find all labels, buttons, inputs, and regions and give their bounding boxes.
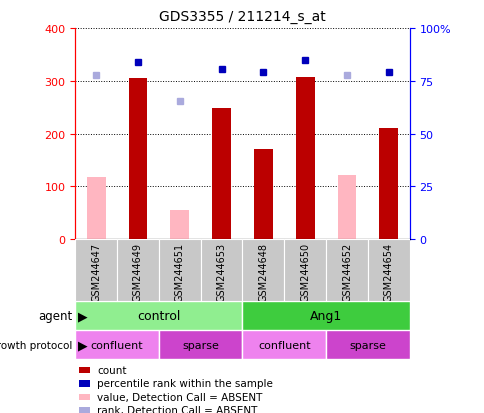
- Bar: [78, 367, 90, 373]
- Bar: [170, 211, 189, 240]
- Bar: [212, 109, 230, 240]
- Bar: [158, 330, 242, 359]
- Text: Ang1: Ang1: [309, 309, 342, 323]
- Text: GSM244652: GSM244652: [341, 243, 351, 302]
- Text: ▶: ▶: [77, 309, 87, 323]
- Bar: [325, 330, 409, 359]
- Text: GSM244653: GSM244653: [216, 243, 226, 301]
- Bar: [295, 77, 314, 240]
- Bar: [242, 301, 409, 330]
- Text: GSM244648: GSM244648: [258, 243, 268, 301]
- Bar: [367, 240, 409, 301]
- Bar: [158, 240, 200, 301]
- Bar: [117, 240, 158, 301]
- Text: count: count: [97, 365, 126, 375]
- Bar: [378, 129, 397, 240]
- Bar: [78, 380, 90, 387]
- Bar: [87, 178, 106, 240]
- Text: growth protocol: growth protocol: [0, 340, 73, 350]
- Text: control: control: [137, 309, 180, 323]
- Text: confluent: confluent: [257, 340, 310, 350]
- Text: GSM244649: GSM244649: [133, 243, 143, 301]
- Bar: [75, 330, 158, 359]
- Bar: [78, 394, 90, 400]
- Text: GDS3355 / 211214_s_at: GDS3355 / 211214_s_at: [159, 10, 325, 24]
- Text: agent: agent: [38, 309, 73, 323]
- Bar: [337, 175, 356, 240]
- Text: percentile rank within the sample: percentile rank within the sample: [97, 378, 272, 389]
- Bar: [284, 240, 325, 301]
- Text: ▶: ▶: [77, 338, 87, 351]
- Bar: [254, 150, 272, 240]
- Bar: [78, 407, 90, 413]
- Bar: [242, 330, 325, 359]
- Text: GSM244647: GSM244647: [91, 243, 101, 301]
- Bar: [325, 240, 367, 301]
- Bar: [128, 79, 147, 240]
- Text: GSM244651: GSM244651: [174, 243, 184, 301]
- Text: sparse: sparse: [182, 340, 219, 350]
- Bar: [200, 240, 242, 301]
- Text: sparse: sparse: [349, 340, 386, 350]
- Bar: [242, 240, 284, 301]
- Bar: [75, 301, 242, 330]
- Text: GSM244654: GSM244654: [383, 243, 393, 301]
- Text: GSM244650: GSM244650: [300, 243, 310, 301]
- Text: rank, Detection Call = ABSENT: rank, Detection Call = ABSENT: [97, 405, 257, 413]
- Bar: [75, 240, 117, 301]
- Text: confluent: confluent: [91, 340, 143, 350]
- Text: value, Detection Call = ABSENT: value, Detection Call = ABSENT: [97, 392, 262, 402]
